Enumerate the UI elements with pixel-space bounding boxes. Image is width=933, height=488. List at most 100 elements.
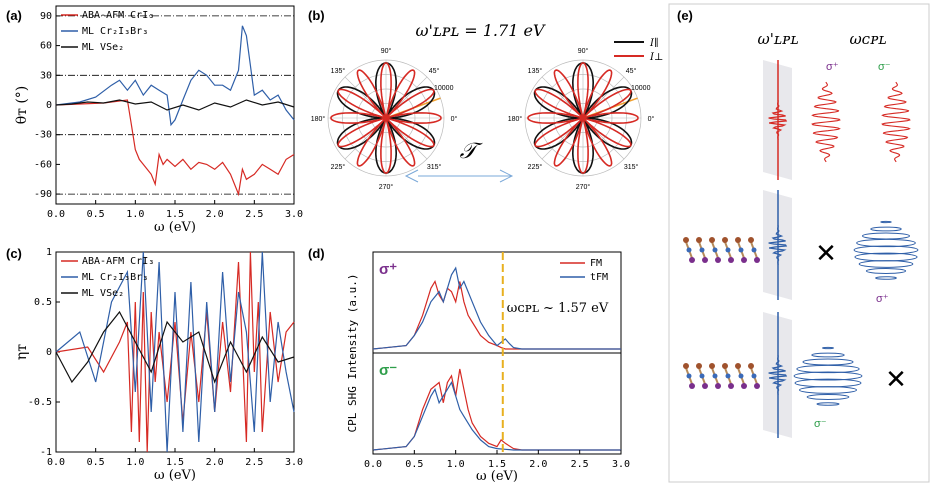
crystal-bottom-atom-mid [725, 373, 731, 379]
polar-angle-label: 135° [331, 67, 346, 75]
panel-b-polar: ω'ʟᴘʟ = 1.71 eV 𝒯 0° 45° 90° 135° 180° 225° 270°… [311, 21, 664, 191]
x-tick-label: 2.5 [245, 457, 263, 468]
d-x-axis-label: ω (eV) [476, 469, 518, 484]
coil-bottom-ring-1 [811, 352, 845, 358]
double-arrow [404, 169, 514, 183]
beam-wave-0 [768, 99, 788, 141]
panel-a-chart: 0.0 0.5 1.0 1.5 2.0 2.5 3.0 90 60 30 0 -30 -60 -90 ω (… [14, 5, 303, 235]
coil-mid-ring-1 [870, 226, 902, 232]
crystal-bottom-atom-bottom [754, 383, 760, 389]
crystal-mid-atom-top [709, 237, 715, 243]
panel-d-chart: σ⁺ σ⁻ ωᴄᴘʟ ~ 1.57 eV 0.0 0.5 1.0 1.5 2.0 2.5 3.0 ω… [346, 251, 630, 484]
cross-mid: ✕ [815, 238, 837, 268]
x-tick-label: 0.5 [87, 457, 105, 468]
x-axis-label: ω (eV) [154, 468, 196, 483]
crystal-mid-atom-bottom [689, 257, 695, 263]
crystal-mid-atom-mid [725, 247, 731, 253]
crystal-bottom-atom-mid [686, 373, 692, 379]
x-tick-label: 1.0 [126, 457, 144, 468]
d-legend-entry-0: FM [590, 258, 602, 269]
crystal-mid-atom-bottom [741, 257, 747, 263]
polar-legend-entry-0: I∥ [649, 37, 659, 49]
crystal-bottom-atom-mid [699, 373, 705, 379]
series-line-0 [55, 99, 295, 197]
crystal-bottom-atom-bottom [702, 383, 708, 389]
coil-mid-ring-6 [858, 260, 914, 268]
polar-angle-label: 315° [624, 163, 639, 171]
series-line-2 [55, 310, 295, 384]
legend-entry-2: ML VSe₂ [82, 288, 124, 299]
crystal-bottom-atom-mid [751, 373, 757, 379]
crystal-bottom-atom-top [722, 363, 728, 369]
polar-angle-label: 270° [576, 183, 591, 191]
y-tick-label: -1 [40, 447, 52, 458]
d-series-0-1 [372, 266, 621, 350]
series-line-0 [55, 251, 295, 453]
cross-bottom: ✕ [885, 364, 907, 394]
d-x-tick-label: 3.0 [612, 459, 630, 470]
crystal-mid-atom-top [696, 237, 702, 243]
d-series-1-1 [372, 381, 621, 451]
sigma-label-0: σ⁺ [379, 261, 397, 278]
polar-angle-label: 180° [508, 115, 523, 123]
polar-angle-label: 90° [381, 47, 392, 55]
polar-series-1 [527, 62, 639, 174]
polar-title: ω'ʟᴘʟ = 1.71 eV [416, 21, 546, 40]
crystal-bottom-atom-mid [712, 373, 718, 379]
polar-angle-label: 135° [528, 67, 543, 75]
panel-e-frame [668, 3, 930, 483]
beam-wave-1 [768, 224, 788, 266]
time-reversal-symbol: 𝒯 [460, 139, 484, 164]
polar-radial-label: 10000 [434, 85, 454, 92]
polar-angle-label: 270° [379, 183, 394, 191]
panel-label-d: (d) [308, 246, 325, 261]
crystal-bottom-atom-bottom [689, 383, 695, 389]
panel-label-c: (c) [6, 246, 22, 261]
polar-angle-label: 45° [626, 67, 637, 75]
sigma-label-1: σ⁻ [379, 362, 397, 379]
sigma-minus-bottom: σ⁻ [814, 418, 827, 430]
coil-bottom-ring-6 [799, 386, 857, 394]
d-x-tick-label: 1.0 [447, 459, 465, 470]
y-tick-label: 0 [46, 100, 52, 111]
d-x-tick-label: 0.0 [364, 459, 382, 470]
y-tick-label: -90 [34, 189, 52, 200]
crystal-bottom-atom-top [696, 363, 702, 369]
coil-mid-ring-4 [853, 245, 919, 255]
polar-legend-entry-1: I⊥ [649, 52, 663, 63]
crystal-bottom-atom-top [735, 363, 741, 369]
y-axis-label: θᴛ (°) [14, 86, 30, 125]
crystal-mid-atom-bottom [728, 257, 734, 263]
crystal-mid-atom-mid [738, 247, 744, 253]
subplot-frame-1 [372, 352, 622, 455]
y-tick-label: 0 [46, 347, 52, 358]
cpl-annotation: ωᴄᴘʟ ~ 1.57 eV [507, 301, 609, 316]
crystal-mid-atom-top [683, 237, 689, 243]
coil-mid-ring-7 [865, 268, 907, 274]
header-lpl: ω'ʟᴘʟ [758, 30, 799, 48]
d-series-0-0 [372, 280, 621, 350]
helix-red-left [811, 81, 841, 163]
d-y-axis-label: CPL SHG Intensity (a.u.) [346, 274, 359, 433]
x-tick-label: 1.5 [166, 209, 184, 220]
x-tick-label: 0.0 [47, 457, 65, 468]
x-tick-label: 3.0 [285, 457, 303, 468]
coil-bottom-ring-2 [802, 358, 854, 366]
y-tick-label: 60 [40, 41, 52, 52]
coil-bottom-ring-8 [816, 402, 840, 406]
x-tick-label: 2.0 [206, 209, 224, 220]
panel-label-e: (e) [677, 8, 693, 23]
panel-label-a: (a) [6, 8, 22, 23]
d-x-tick-label: 2.0 [529, 459, 547, 470]
y-axis-label: ηᴛ [14, 344, 30, 360]
crystal-bottom-atom-top [683, 363, 689, 369]
x-tick-label: 1.5 [166, 457, 184, 468]
crystal-mid-atom-bottom [754, 257, 760, 263]
y-tick-label: -30 [34, 130, 52, 141]
x-tick-label: 2.0 [206, 457, 224, 468]
crystal-mid-atom-mid [686, 247, 692, 253]
crystal-bottom-atom-top [709, 363, 715, 369]
polar-angle-label: 225° [331, 163, 346, 171]
coil-bottom-ring-7 [806, 394, 850, 400]
x-tick-label: 2.5 [245, 209, 263, 220]
